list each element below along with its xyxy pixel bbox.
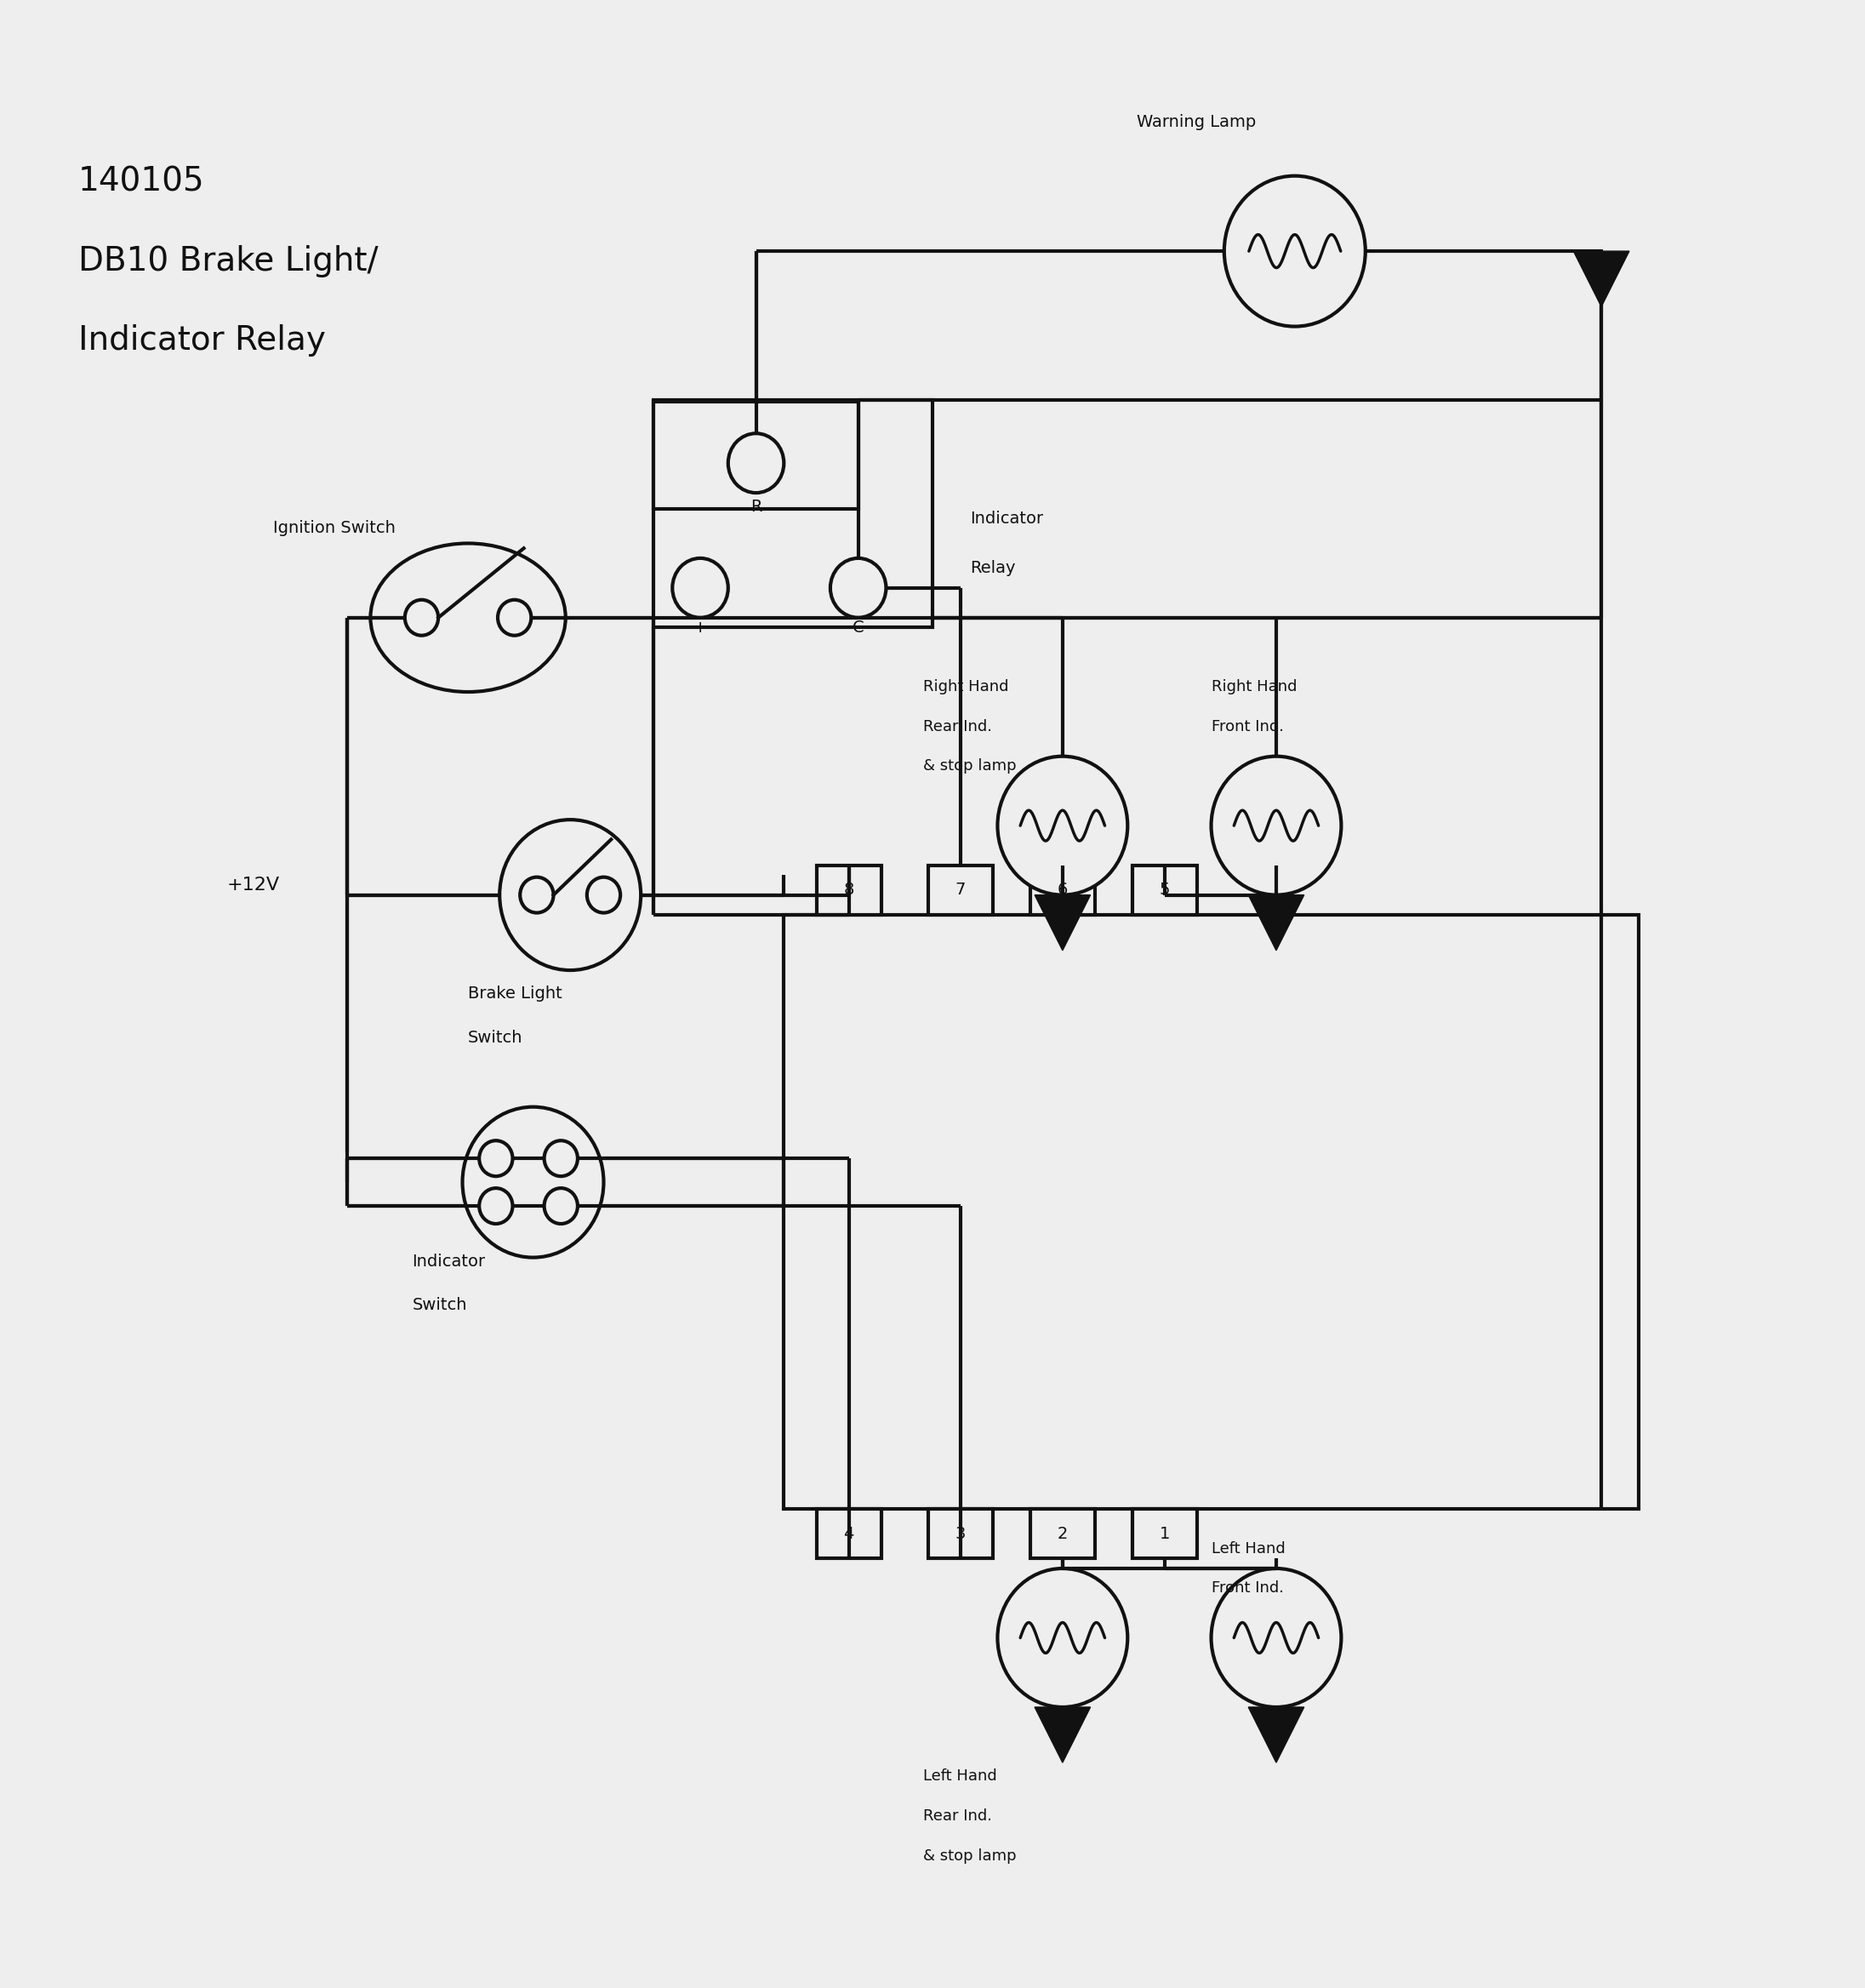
Text: Switch: Switch	[468, 1030, 522, 1046]
Circle shape	[673, 559, 727, 618]
Text: 3: 3	[955, 1525, 966, 1543]
Text: & stop lamp: & stop lamp	[923, 1849, 1016, 1863]
Circle shape	[463, 1107, 604, 1258]
Text: 4: 4	[843, 1525, 854, 1543]
Circle shape	[1210, 1569, 1341, 1708]
Text: DB10 Brake Light/: DB10 Brake Light/	[78, 245, 379, 276]
Text: Right Hand: Right Hand	[923, 680, 1009, 694]
Polygon shape	[1035, 1708, 1091, 1763]
Text: 5: 5	[1160, 883, 1169, 899]
Circle shape	[498, 600, 532, 636]
Circle shape	[479, 1141, 513, 1177]
Text: Brake Light: Brake Light	[468, 986, 561, 1002]
Circle shape	[587, 877, 621, 912]
Bar	[817, 1509, 882, 1559]
Text: Relay: Relay	[970, 561, 1015, 577]
Text: 6: 6	[1057, 883, 1069, 899]
Text: R: R	[750, 499, 761, 515]
Text: Warning Lamp: Warning Lamp	[1138, 115, 1257, 131]
Circle shape	[520, 877, 554, 912]
Text: Rear Ind.: Rear Ind.	[923, 1809, 992, 1823]
Circle shape	[998, 755, 1128, 895]
Polygon shape	[1035, 895, 1091, 950]
Polygon shape	[1574, 250, 1630, 306]
Circle shape	[479, 1189, 513, 1225]
Circle shape	[1210, 755, 1341, 895]
Ellipse shape	[371, 543, 565, 692]
Circle shape	[405, 600, 438, 636]
Text: 8: 8	[843, 883, 854, 899]
Text: Right Hand: Right Hand	[1210, 680, 1296, 694]
Bar	[1029, 865, 1095, 914]
Text: C: C	[852, 620, 863, 636]
Circle shape	[1223, 175, 1365, 326]
Bar	[929, 1509, 992, 1559]
Bar	[1132, 865, 1197, 914]
Text: & stop lamp: & stop lamp	[923, 759, 1016, 773]
Text: Switch: Switch	[412, 1296, 466, 1314]
Text: Indicator Relay: Indicator Relay	[78, 324, 325, 356]
Text: 1: 1	[1160, 1525, 1169, 1543]
Circle shape	[830, 559, 886, 618]
Bar	[1029, 1509, 1095, 1559]
Text: 140105: 140105	[78, 165, 205, 199]
Circle shape	[500, 819, 642, 970]
Text: Ignition Switch: Ignition Switch	[272, 521, 395, 537]
Text: +12V: +12V	[226, 877, 280, 893]
Text: Indicator: Indicator	[970, 511, 1043, 527]
Polygon shape	[1248, 895, 1304, 950]
Text: Indicator: Indicator	[412, 1252, 485, 1270]
Text: 2: 2	[1057, 1525, 1069, 1543]
Circle shape	[545, 1189, 578, 1225]
Text: Rear Ind.: Rear Ind.	[923, 720, 992, 734]
Text: Front Ind.: Front Ind.	[1210, 1580, 1283, 1596]
Circle shape	[998, 1569, 1128, 1708]
Bar	[929, 865, 992, 914]
Bar	[655, 402, 858, 509]
Text: Left Hand: Left Hand	[923, 1769, 998, 1783]
Text: Left Hand: Left Hand	[1210, 1541, 1285, 1557]
Text: +: +	[694, 620, 707, 636]
Polygon shape	[1248, 1708, 1304, 1763]
Bar	[1132, 1509, 1197, 1559]
Circle shape	[727, 433, 783, 493]
Text: Front Ind.: Front Ind.	[1210, 720, 1283, 734]
Bar	[655, 400, 932, 628]
Bar	[783, 914, 1639, 1509]
Circle shape	[545, 1141, 578, 1177]
Bar	[817, 865, 882, 914]
Text: 7: 7	[955, 883, 966, 899]
